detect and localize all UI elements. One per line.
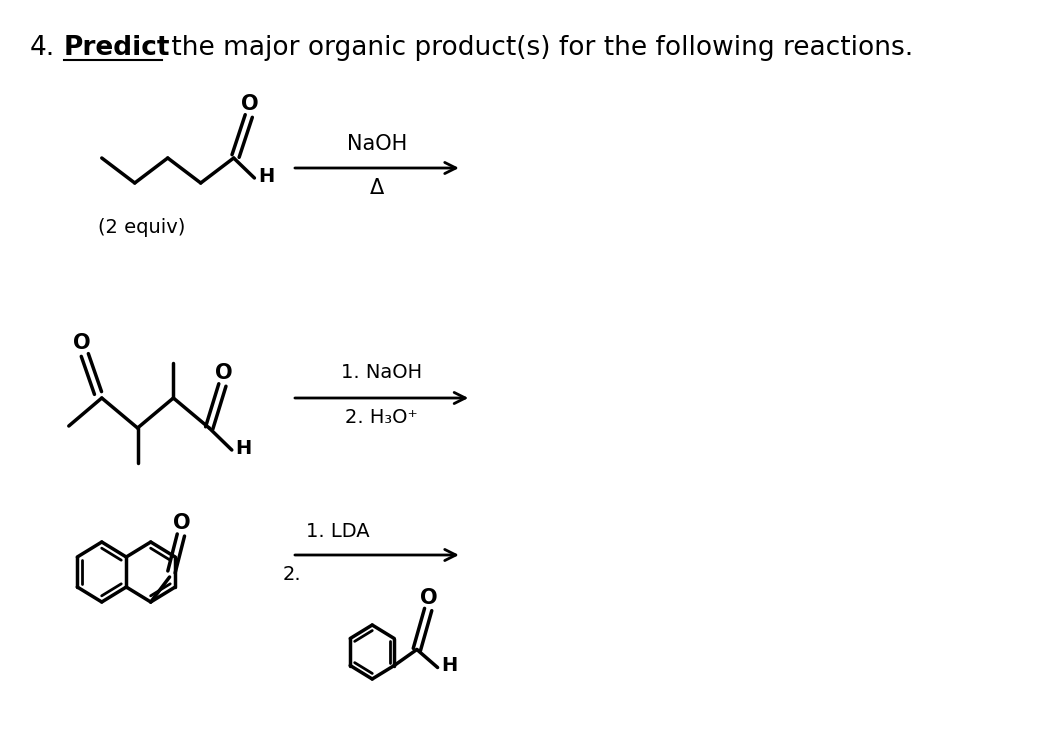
Text: 2.: 2. [282,565,302,584]
Text: NaOH: NaOH [347,134,407,154]
Text: H: H [236,439,252,457]
Text: O: O [241,94,258,114]
Text: O: O [173,513,191,533]
Text: O: O [215,363,233,383]
Text: Predict: Predict [64,35,171,61]
Text: H: H [258,166,274,186]
Text: O: O [73,333,90,353]
Text: the major organic product(s) for the following reactions.: the major organic product(s) for the fol… [164,35,913,61]
Text: O: O [421,588,438,608]
Text: 1. LDA: 1. LDA [306,522,370,541]
Text: 4.: 4. [30,35,55,61]
Text: H: H [442,656,458,675]
Text: Δ: Δ [370,178,384,198]
Text: (2 equiv): (2 equiv) [98,218,185,237]
Text: 2. H₃O⁺: 2. H₃O⁺ [345,408,418,427]
Text: 1. NaOH: 1. NaOH [341,363,423,382]
